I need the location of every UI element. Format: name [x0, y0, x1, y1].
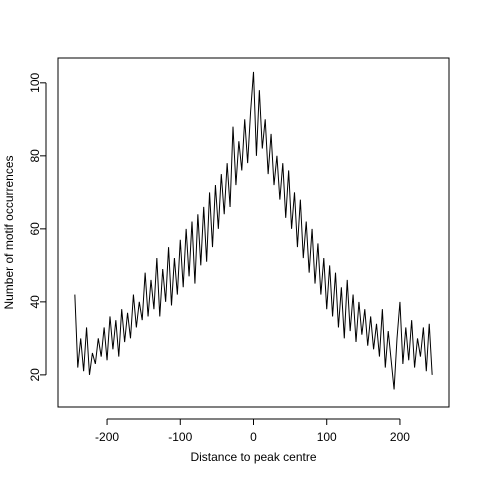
y-axis-label: Number of motif occurrences	[2, 155, 16, 309]
plot-box	[57, 57, 450, 408]
data-line	[74, 71, 433, 390]
x-tick-label: -200	[95, 430, 119, 444]
x-tick-label: -100	[168, 430, 192, 444]
y-tick-label: 40	[28, 295, 42, 309]
x-tick-label: 0	[250, 430, 257, 444]
x-axis-label: Distance to peak centre	[190, 450, 316, 464]
y-tick-label: 20	[28, 368, 42, 382]
y-tick-label: 60	[28, 222, 42, 236]
x-tick-label: 100	[317, 430, 337, 444]
y-tick-label: 80	[28, 149, 42, 163]
y-tick-label: 100	[28, 72, 42, 92]
x-tick-label: 200	[390, 430, 410, 444]
